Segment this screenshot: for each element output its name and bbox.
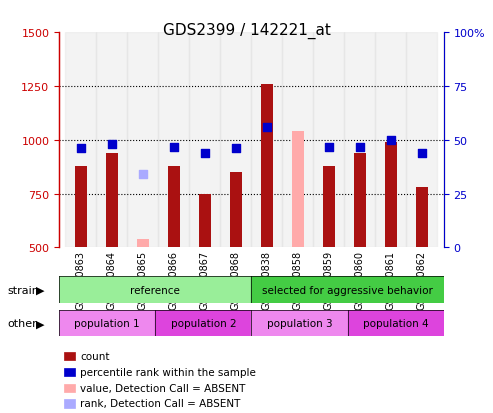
Bar xyxy=(199,194,211,248)
Point xyxy=(325,144,333,151)
Bar xyxy=(220,33,251,248)
Point xyxy=(201,150,209,157)
Point xyxy=(356,145,364,151)
Point xyxy=(170,145,178,151)
Text: selected for aggressive behavior: selected for aggressive behavior xyxy=(262,285,433,295)
Bar xyxy=(96,33,127,248)
Bar xyxy=(345,33,376,248)
Bar xyxy=(251,33,282,248)
Text: other: other xyxy=(7,318,37,328)
Text: population 4: population 4 xyxy=(363,318,428,328)
Text: population 2: population 2 xyxy=(171,318,236,328)
Point xyxy=(108,141,116,148)
Text: GDS2399 / 142221_at: GDS2399 / 142221_at xyxy=(163,23,330,39)
Bar xyxy=(137,239,149,248)
FancyBboxPatch shape xyxy=(348,310,444,337)
Bar xyxy=(323,166,335,248)
Bar xyxy=(407,33,437,248)
Bar xyxy=(314,33,345,248)
Bar xyxy=(354,153,366,248)
Bar xyxy=(66,33,96,248)
Bar xyxy=(292,132,304,248)
Text: value, Detection Call = ABSENT: value, Detection Call = ABSENT xyxy=(80,383,246,393)
Point xyxy=(77,146,85,152)
Point xyxy=(263,124,271,131)
Text: ▶: ▶ xyxy=(36,285,44,295)
Text: ▶: ▶ xyxy=(36,318,44,328)
Bar xyxy=(127,33,158,248)
FancyBboxPatch shape xyxy=(251,277,444,304)
Bar xyxy=(261,85,273,248)
FancyBboxPatch shape xyxy=(59,310,155,337)
Text: rank, Detection Call = ABSENT: rank, Detection Call = ABSENT xyxy=(80,399,241,408)
Point xyxy=(139,171,147,178)
Bar xyxy=(168,166,180,248)
Bar xyxy=(106,153,118,248)
Text: population 3: population 3 xyxy=(267,318,332,328)
Bar xyxy=(189,33,220,248)
FancyBboxPatch shape xyxy=(251,310,348,337)
Bar xyxy=(376,33,407,248)
Point xyxy=(418,150,426,157)
Text: reference: reference xyxy=(130,285,180,295)
Bar xyxy=(416,188,428,248)
Bar xyxy=(74,166,87,248)
Text: percentile rank within the sample: percentile rank within the sample xyxy=(80,367,256,377)
FancyBboxPatch shape xyxy=(155,310,251,337)
Bar xyxy=(282,33,314,248)
Point xyxy=(387,137,395,144)
Text: population 1: population 1 xyxy=(74,318,140,328)
Text: strain: strain xyxy=(7,285,39,295)
Bar xyxy=(385,142,397,248)
Text: count: count xyxy=(80,351,110,361)
FancyBboxPatch shape xyxy=(59,277,251,304)
Bar xyxy=(230,173,242,248)
Point xyxy=(232,146,240,152)
Bar xyxy=(158,33,189,248)
